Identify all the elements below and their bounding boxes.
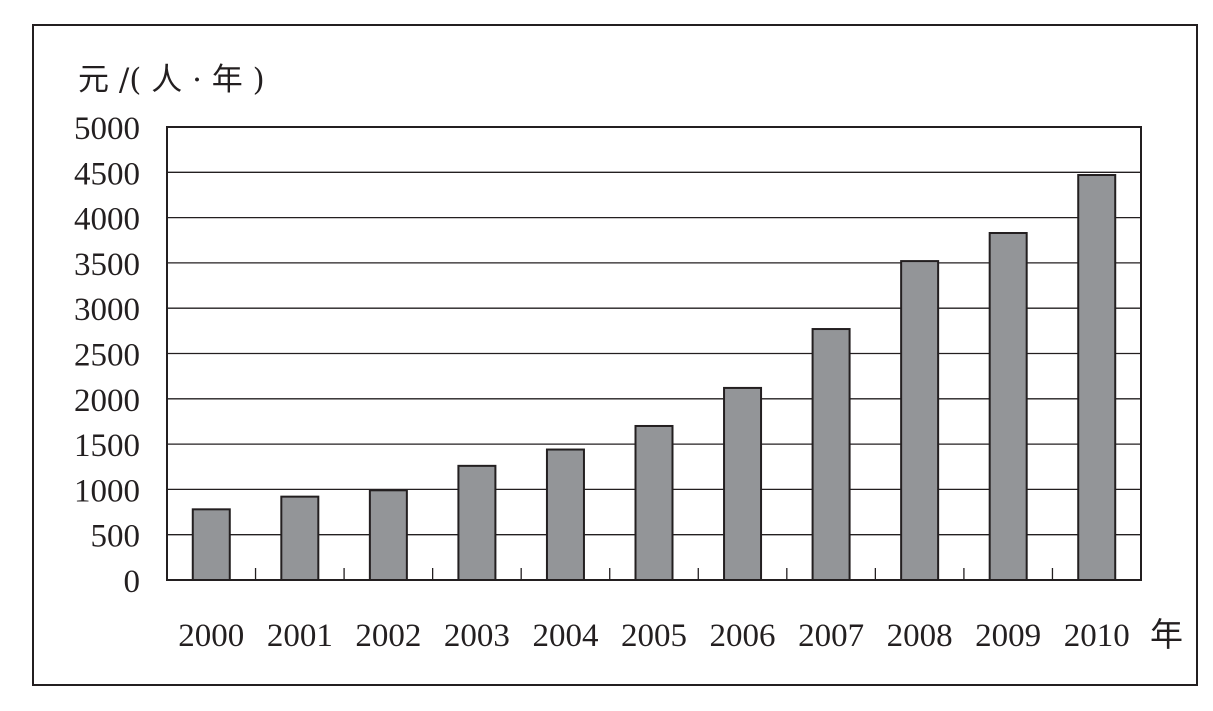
x-tick-label: 2010: [1064, 618, 1130, 654]
bar-2004: [545, 448, 585, 582]
x-tick-label: 2005: [621, 618, 687, 654]
bar-2002: [368, 489, 408, 581]
plot-area-border: [166, 126, 1142, 581]
x-tick-label: 2009: [975, 618, 1041, 654]
chart-frame: [32, 24, 1198, 686]
x-tick-label: 2003: [444, 618, 510, 654]
y-tick-label: 4500: [74, 156, 140, 192]
y-tick-label: 1000: [74, 473, 140, 509]
grid-lines: [167, 171, 1141, 536]
y-tick-label: 500: [91, 519, 141, 555]
x-axis-tick-labels: 2000 2001 2002 2003 2004 2005 2006 2007 2008 2009…: [178, 618, 1129, 654]
bar-2010: [1077, 174, 1117, 581]
y-tick-label: 5000: [74, 111, 140, 147]
bars: [191, 174, 1117, 582]
bar-2008: [900, 260, 940, 581]
y-tick-label: 3500: [74, 247, 140, 283]
y-axis-tick-labels: 0 500 1000 1500 2000 2500 3000 3500 4000 4500 5000: [74, 111, 140, 600]
x-tick-label: 2002: [355, 618, 421, 654]
y-tick-label: 4000: [74, 202, 140, 238]
y-tick-label: 1500: [74, 428, 140, 464]
bar-2007: [811, 328, 851, 581]
bar-2001: [280, 495, 320, 582]
bar-2009: [988, 232, 1028, 581]
x-tick-label: 2008: [887, 618, 953, 654]
bar-2005: [634, 424, 674, 582]
y-axis-label: 元 /( 人 · 年 ): [78, 62, 265, 98]
y-tick-label: 0: [124, 564, 141, 600]
x-tick-label: 2006: [710, 618, 776, 654]
x-tick-label: 2004: [532, 618, 598, 654]
x-tick-label: 2000: [178, 618, 244, 654]
bar-2006: [723, 386, 763, 582]
x-tick-label: 2007: [798, 618, 864, 654]
bar-2000: [191, 508, 231, 581]
x-tick-label: 2001: [267, 618, 333, 654]
y-tick-label: 2500: [74, 338, 140, 374]
y-tick-label: 3000: [74, 292, 140, 328]
x-axis-ticks: [254, 568, 1054, 580]
y-tick-label: 2000: [74, 383, 140, 419]
x-axis-unit-label: 年: [1150, 617, 1183, 654]
bar-2003: [457, 464, 497, 581]
